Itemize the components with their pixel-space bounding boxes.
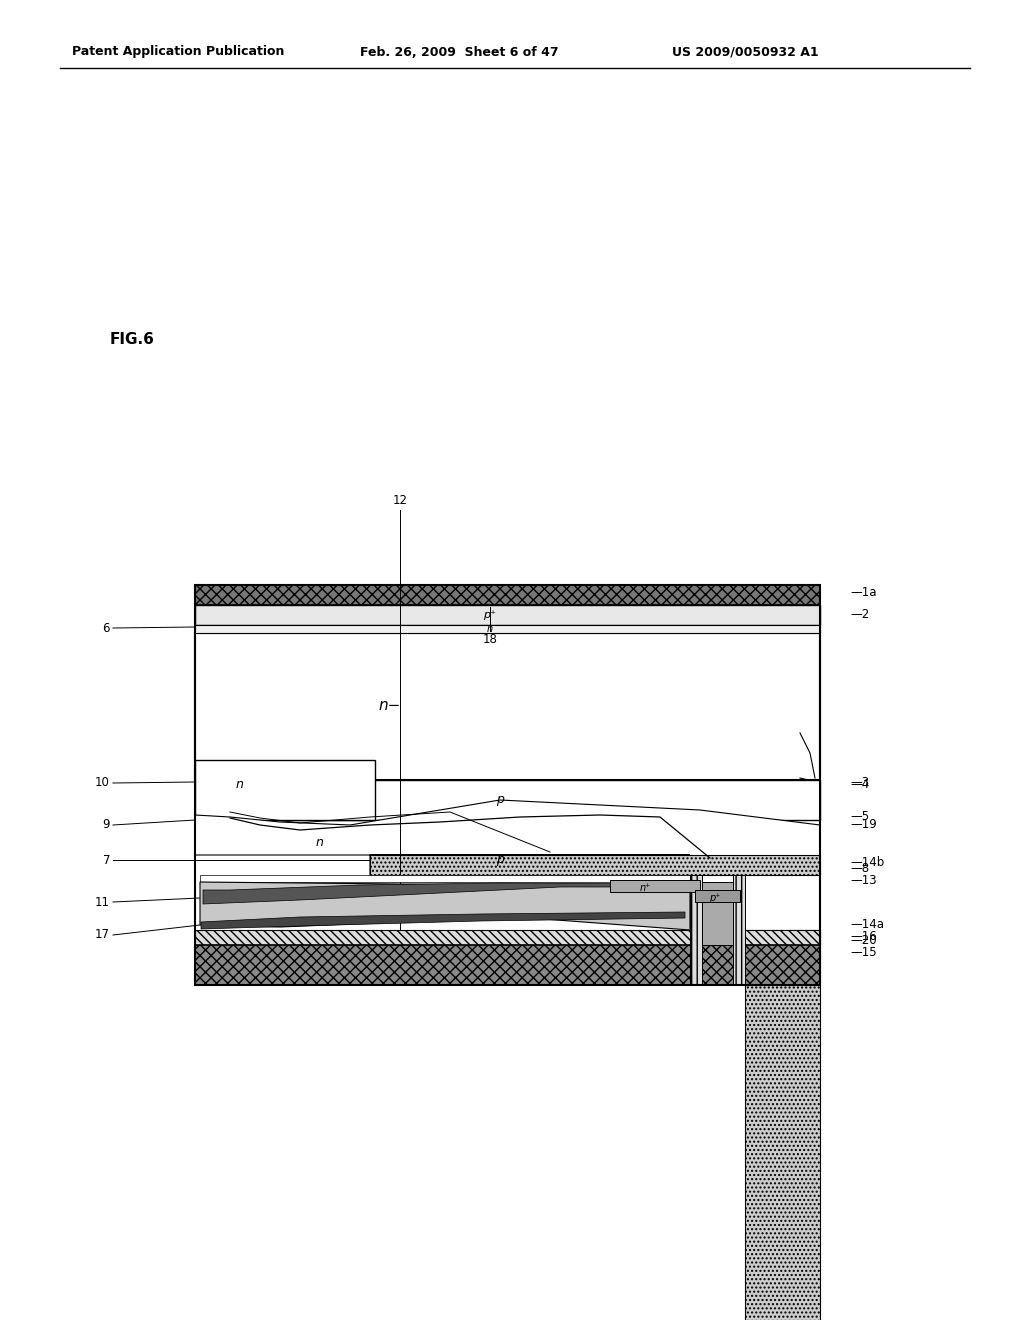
Bar: [195, 585, 820, 985]
Text: —4: —4: [850, 779, 869, 792]
Text: Patent Application Publication: Patent Application Publication: [72, 45, 285, 58]
Text: 11: 11: [95, 895, 110, 908]
Text: —3: —3: [850, 776, 869, 789]
Polygon shape: [203, 883, 685, 904]
Text: —20: —20: [850, 933, 877, 946]
Text: n: n: [316, 836, 324, 849]
Bar: [195, 760, 375, 820]
Text: n: n: [237, 779, 244, 792]
Text: —14a: —14a: [850, 919, 884, 932]
Text: —19: —19: [850, 818, 877, 832]
Bar: [370, 855, 820, 875]
Bar: [733, 875, 745, 985]
Text: p: p: [496, 793, 504, 807]
Text: —15: —15: [850, 946, 877, 960]
Bar: [195, 624, 820, 634]
Polygon shape: [195, 780, 820, 820]
Text: p: p: [496, 854, 504, 866]
Text: 6: 6: [102, 622, 110, 635]
Text: —5: —5: [850, 810, 869, 824]
Text: n−: n−: [379, 698, 401, 714]
Text: n⁺: n⁺: [639, 883, 650, 894]
Bar: [195, 585, 820, 605]
Text: 18: 18: [482, 634, 498, 645]
Text: p⁺: p⁺: [483, 610, 497, 620]
Bar: [695, 890, 740, 902]
Text: Feb. 26, 2009  Sheet 6 of 47: Feb. 26, 2009 Sheet 6 of 47: [360, 45, 559, 58]
Bar: [690, 875, 702, 985]
Text: p⁺: p⁺: [710, 894, 721, 903]
Polygon shape: [200, 882, 690, 931]
Text: US 2009/0050932 A1: US 2009/0050932 A1: [672, 45, 818, 58]
Bar: [195, 945, 820, 985]
Text: 9: 9: [102, 818, 110, 832]
Bar: [610, 880, 700, 892]
Bar: [702, 882, 733, 945]
Text: —16: —16: [850, 931, 877, 944]
Text: 17: 17: [95, 928, 110, 941]
Bar: [195, 931, 820, 945]
Text: —1a: —1a: [850, 586, 877, 599]
Bar: [195, 634, 820, 780]
Text: 7: 7: [102, 854, 110, 866]
Text: —14b: —14b: [850, 855, 885, 869]
Bar: [195, 605, 820, 624]
Bar: [745, 931, 820, 1320]
Text: —13: —13: [850, 874, 877, 887]
Polygon shape: [201, 912, 685, 929]
Polygon shape: [195, 800, 820, 875]
Bar: [200, 875, 690, 882]
Text: —2: —2: [850, 609, 869, 622]
Text: 12: 12: [392, 494, 408, 507]
Text: 10: 10: [95, 776, 110, 789]
Text: —8: —8: [850, 862, 869, 875]
Text: FIG.6: FIG.6: [110, 333, 155, 347]
Text: n: n: [487, 624, 494, 634]
